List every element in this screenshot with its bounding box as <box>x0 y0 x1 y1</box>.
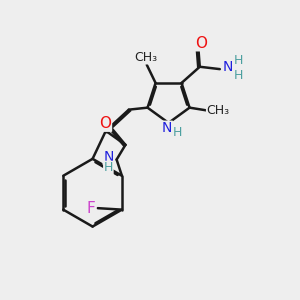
Text: N: N <box>162 121 172 135</box>
Text: H: H <box>233 69 243 82</box>
Text: CH₃: CH₃ <box>135 51 158 64</box>
Text: N: N <box>223 60 233 74</box>
Text: F: F <box>87 201 96 216</box>
Text: O: O <box>99 116 111 131</box>
Text: N: N <box>103 150 114 164</box>
Text: CH₃: CH₃ <box>207 103 230 116</box>
Text: H: H <box>173 126 182 139</box>
Text: H: H <box>233 54 243 67</box>
Text: H: H <box>104 161 113 174</box>
Text: O: O <box>195 36 207 51</box>
